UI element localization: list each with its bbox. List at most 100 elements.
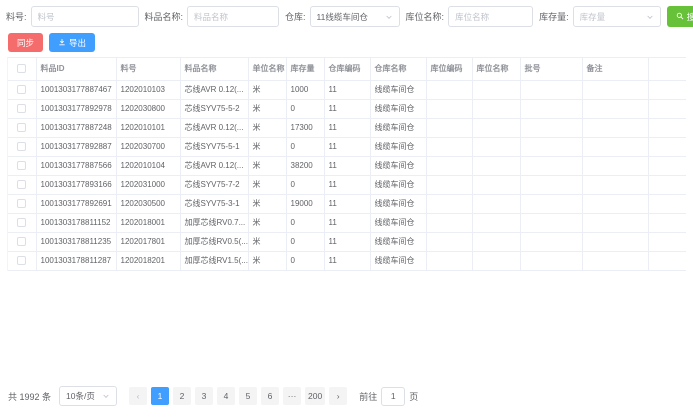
row-checkbox[interactable] — [17, 85, 27, 95]
page-size-select[interactable]: 10条/页 — [59, 386, 118, 406]
table-cell: 米 — [248, 251, 287, 271]
table-cell — [472, 213, 521, 233]
table-cell: 0 — [286, 99, 325, 119]
page-button-5[interactable]: 5 — [239, 387, 258, 405]
table-cell — [472, 232, 521, 252]
table-cell-filler — [648, 99, 686, 119]
table-row[interactable]: 1001303178811287 1202018201 加厚芯线RV1.5(... 米… — [8, 251, 686, 271]
search-button-label: 搜索 — [686, 11, 693, 22]
column-header: 仓库名称 — [370, 58, 427, 81]
table-row[interactable]: 1001303178811152 1202018001 加厚芯线RV0.7... 米 0… — [8, 213, 686, 233]
table-row[interactable]: 1001303177893166 1202031000 芯线SYV75-7-2 米 0 1… — [8, 175, 686, 195]
table-row[interactable]: 1001303178811235 1202017801 加厚芯线RV0.5(... 米… — [8, 232, 686, 252]
row-checkbox[interactable] — [17, 199, 27, 209]
filter-bar: 料号: 料品名称: 仓库: 11线缆车间仓 库位名称: 库存量: 库存量 搜索 — [0, 0, 693, 27]
row-checkbox[interactable] — [17, 180, 27, 190]
table-cell — [472, 118, 521, 138]
row-checkbox[interactable] — [17, 142, 27, 152]
row-checkbox[interactable] — [17, 123, 27, 133]
stock-qty-select[interactable]: 库存量 — [572, 6, 661, 27]
column-header: 批号 — [520, 58, 583, 81]
table-cell — [426, 156, 473, 176]
table-cell — [472, 251, 521, 271]
table-cell: 芯线AVR 0.12(... — [180, 80, 249, 100]
table-cell-filler — [648, 251, 686, 271]
row-checkbox[interactable] — [17, 218, 27, 228]
table-cell: 1202030800 — [116, 99, 181, 119]
item-no-input[interactable] — [30, 6, 139, 27]
table-cell: 11 — [324, 194, 371, 214]
page-button-4[interactable]: 4 — [217, 387, 236, 405]
page-size-value: 10条/页 — [66, 391, 95, 401]
table-cell: 米 — [248, 137, 287, 157]
filter-warehouse: 仓库: 11线缆车间仓 — [285, 6, 400, 27]
table-cell — [520, 194, 583, 214]
table-cell: 0 — [286, 251, 325, 271]
row-checkbox[interactable] — [17, 256, 27, 266]
table-row[interactable]: 1001303177892691 1202030500 芯线SYV75-3-1 米 19… — [8, 194, 686, 214]
table-cell — [426, 213, 473, 233]
row-checkbox[interactable] — [17, 237, 27, 247]
page-button-1[interactable]: 1 — [151, 387, 170, 405]
table-cell: 米 — [248, 213, 287, 233]
export-button[interactable]: 导出 — [49, 33, 96, 52]
page-button-6[interactable]: 6 — [261, 387, 280, 405]
table-cell: 芯线SYV75-7-2 — [180, 175, 249, 195]
goto-suffix-label: 页 — [409, 391, 419, 402]
page-button-2[interactable]: 2 — [173, 387, 192, 405]
row-checkbox[interactable] — [17, 104, 27, 114]
table-cell — [472, 156, 521, 176]
row-checkbox-cell — [8, 194, 37, 214]
row-checkbox[interactable] — [17, 161, 27, 171]
select-all-checkbox[interactable] — [17, 64, 27, 74]
sync-button[interactable]: 同步 — [8, 33, 44, 52]
page-button-200[interactable]: 200 — [305, 387, 326, 405]
table-row[interactable]: 1001303177892978 1202030800 芯线SYV75-5-2 米 0 1… — [8, 99, 686, 119]
table-cell: 1202030700 — [116, 137, 181, 157]
table-cell-filler — [648, 156, 686, 176]
table-cell — [426, 194, 473, 214]
table-cell: 1202010104 — [116, 156, 181, 176]
goto-page-input[interactable] — [381, 386, 406, 406]
warehouse-select[interactable]: 11线缆车间仓 — [309, 6, 400, 27]
table-cell: 米 — [248, 232, 287, 252]
row-checkbox-cell — [8, 80, 37, 100]
location-input[interactable] — [448, 6, 534, 27]
table-cell: 1001303177887467 — [36, 80, 117, 100]
table-cell: 11 — [324, 80, 371, 100]
table-cell: 11 — [324, 99, 371, 119]
prev-page-button[interactable]: ‹ — [129, 387, 148, 405]
table-cell: 1202017801 — [116, 232, 181, 252]
table-cell: 线缆车间仓 — [370, 175, 427, 195]
table-row[interactable]: 1001303177887248 1202010101 芯线AVR 0.12(...… — [8, 118, 686, 138]
row-checkbox-cell — [8, 232, 37, 252]
table-cell: 芯线SYV75-5-2 — [180, 99, 249, 119]
location-label: 库位名称: — [405, 12, 445, 22]
table-cell-filler — [648, 175, 686, 195]
table-cell: 11 — [324, 213, 371, 233]
header-checkbox-cell — [8, 58, 37, 81]
table-cell: 0 — [286, 232, 325, 252]
table-row[interactable]: 1001303177887467 1202010103 芯线AVR 0.12(...… — [8, 80, 686, 100]
table-cell: 1001303177887248 — [36, 118, 117, 138]
table-cell: 1001303177892978 — [36, 99, 117, 119]
page-button-3[interactable]: 3 — [195, 387, 214, 405]
table-row[interactable]: 1001303177887566 1202010104 芯线AVR 0.12(...… — [8, 156, 686, 176]
warehouse-label: 仓库: — [285, 12, 306, 22]
table-cell-filler — [648, 194, 686, 214]
item-name-input[interactable] — [187, 6, 280, 27]
filter-stock-qty: 库存量: 库存量 — [539, 6, 661, 27]
pager-ellipsis[interactable]: ··· — [283, 387, 302, 405]
table-cell — [520, 137, 583, 157]
table-cell-filler — [648, 118, 686, 138]
table-cell: 米 — [248, 118, 287, 138]
table-cell: 0 — [286, 175, 325, 195]
table-row[interactable]: 1001303177892887 1202030700 芯线SYV75-5-1 米 0 1… — [8, 137, 686, 157]
table-cell-filler — [648, 232, 686, 252]
filter-item-name: 料品名称: — [145, 6, 280, 27]
table-cell — [520, 175, 583, 195]
search-button[interactable]: 搜索 — [666, 6, 693, 27]
goto-label: 前往 — [359, 391, 378, 402]
next-page-button[interactable]: › — [329, 387, 348, 405]
table-cell: 线缆车间仓 — [370, 251, 427, 271]
